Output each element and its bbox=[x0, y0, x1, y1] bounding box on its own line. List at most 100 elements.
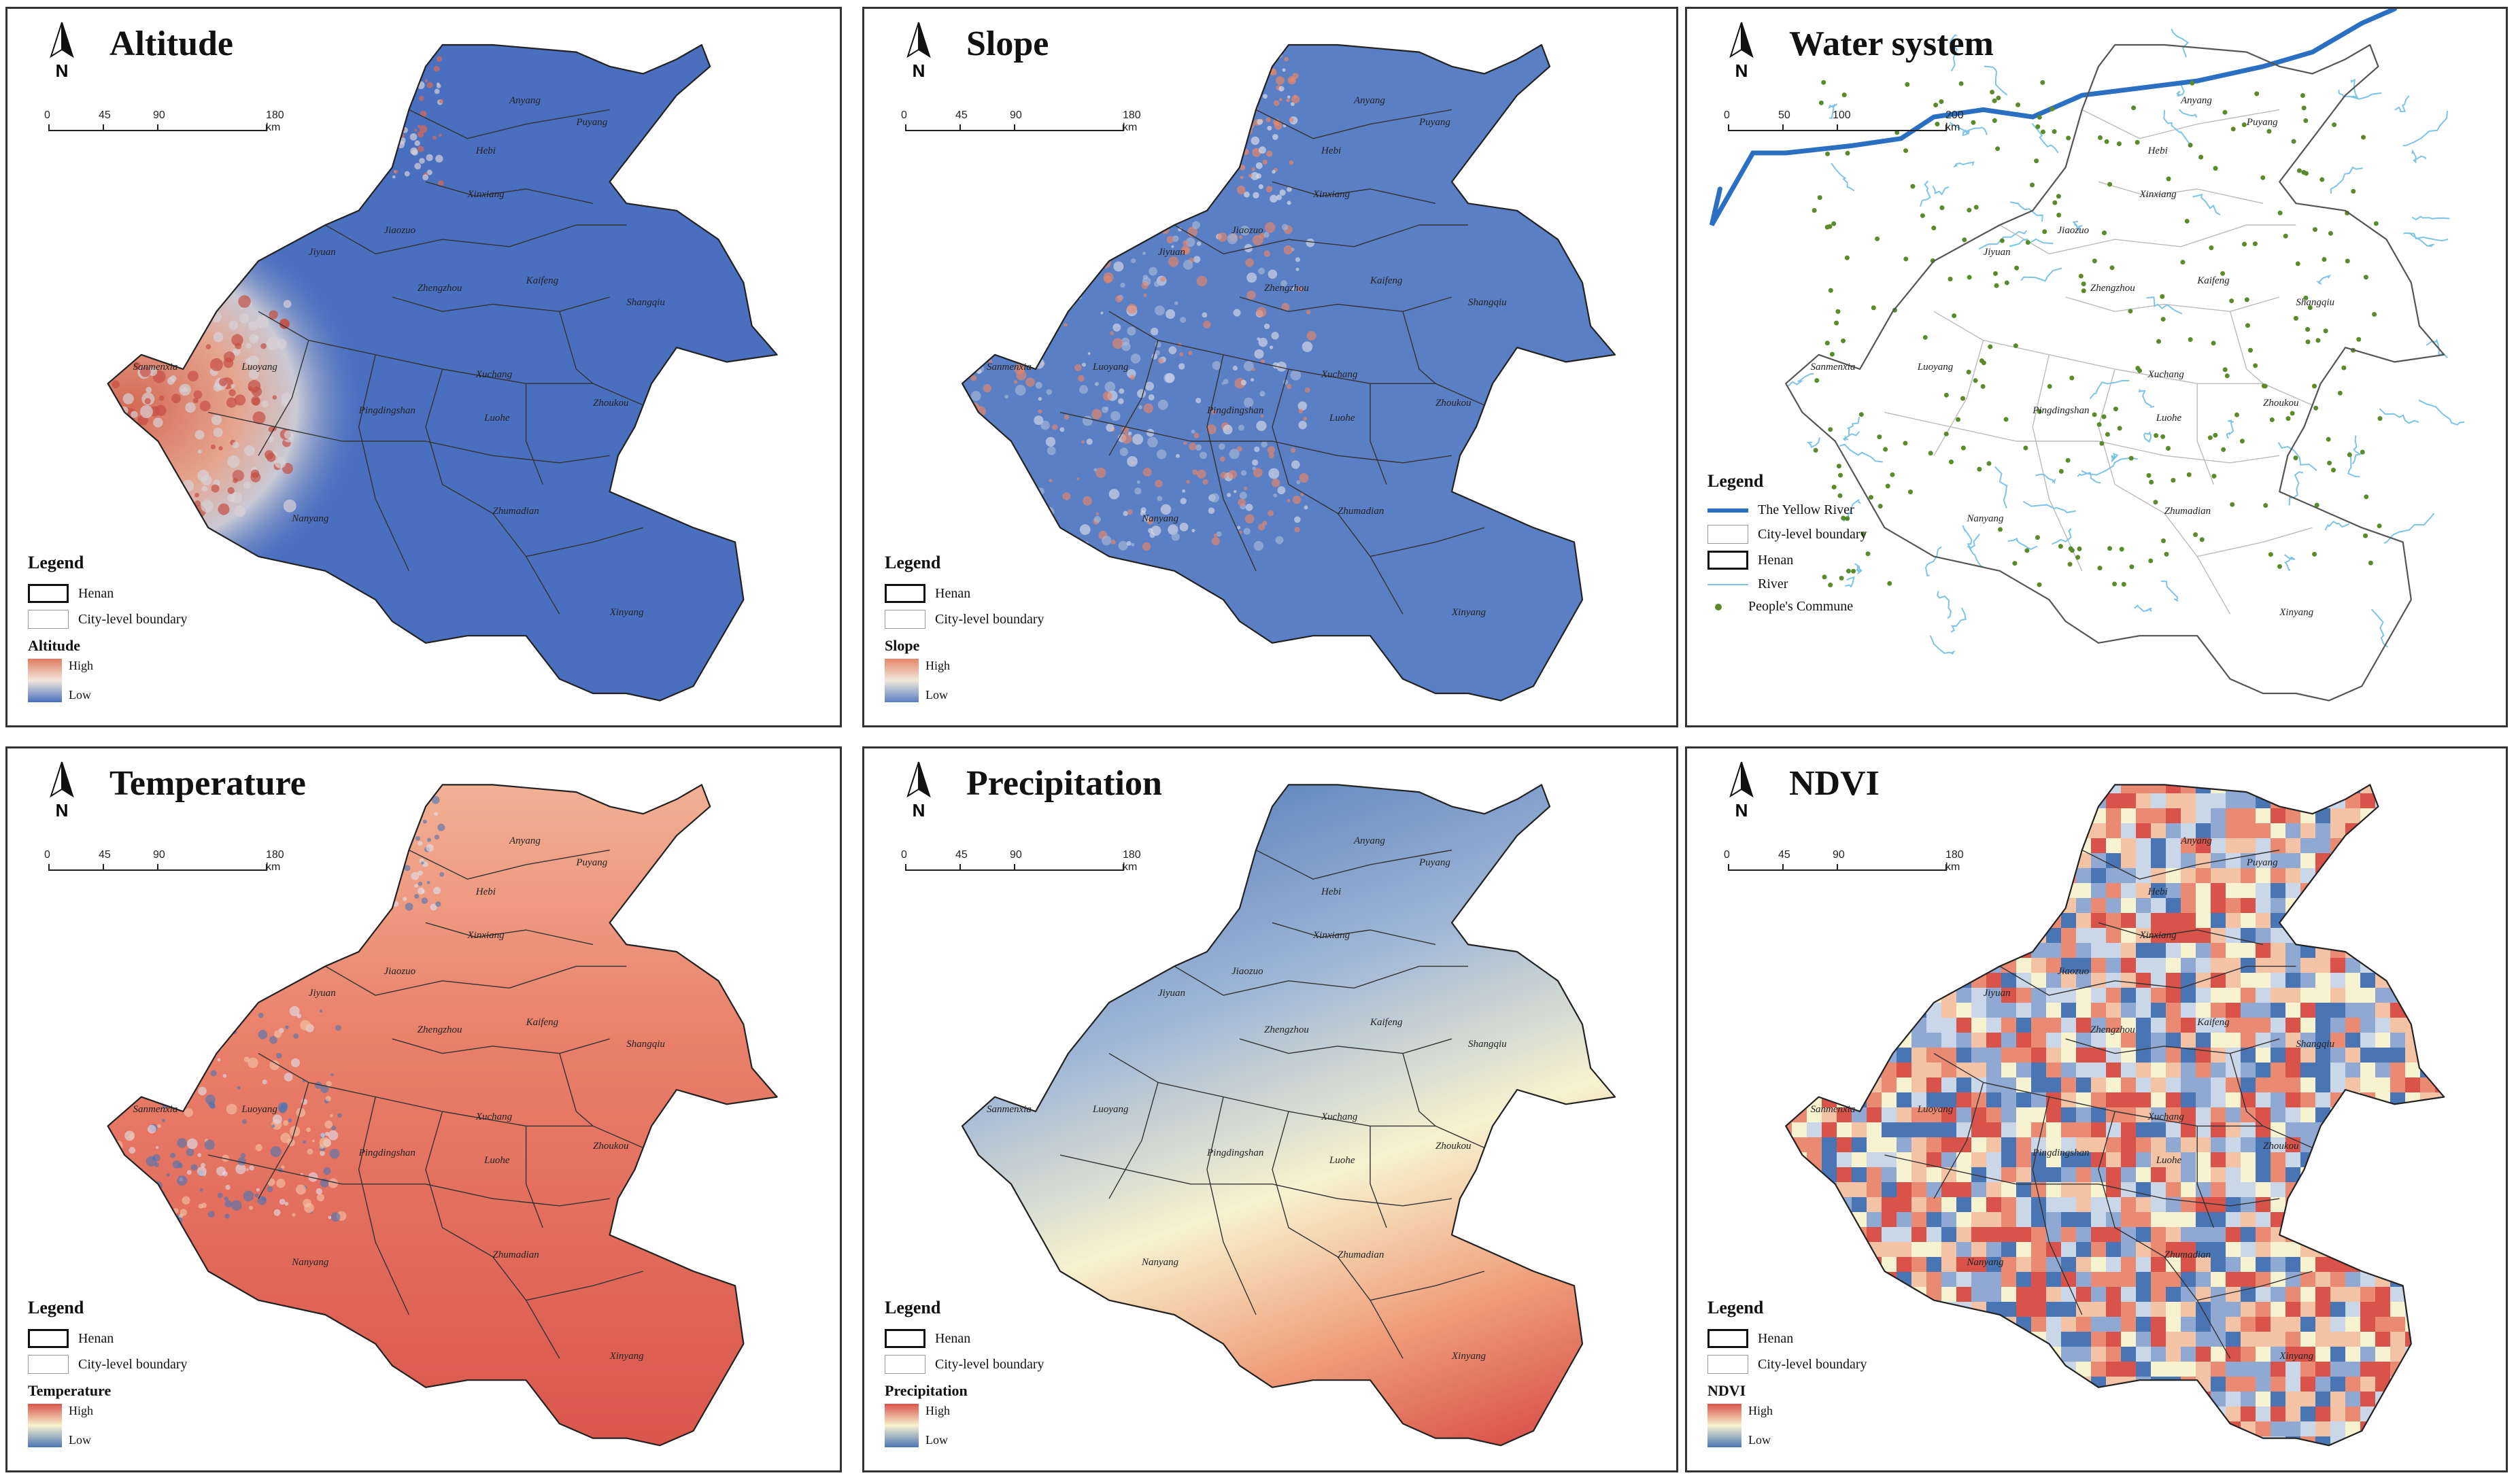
river bbox=[2009, 238, 2054, 247]
commune-dot bbox=[2184, 218, 2190, 224]
commune-dot bbox=[2113, 407, 2118, 412]
commune-dot bbox=[2315, 338, 2321, 343]
city-boundary bbox=[2197, 527, 2313, 557]
city-boundary bbox=[2196, 383, 2215, 485]
scale-label: 180 km bbox=[266, 849, 284, 873]
commune-dot bbox=[2035, 535, 2040, 540]
commune-dot bbox=[1920, 213, 1925, 218]
river bbox=[2192, 193, 2221, 215]
commune-dot bbox=[2213, 432, 2218, 438]
commune-dot bbox=[1903, 148, 1909, 154]
commune-dot bbox=[2207, 435, 2213, 441]
commune-dot bbox=[2024, 548, 2030, 553]
scale-label: 0 bbox=[901, 849, 907, 861]
river bbox=[2370, 608, 2389, 648]
city-boundary bbox=[1255, 849, 1452, 880]
commune-dot bbox=[2351, 188, 2356, 194]
commune-dot bbox=[2160, 294, 2165, 299]
commune-dot bbox=[2137, 368, 2143, 373]
city-boundary bbox=[325, 224, 627, 255]
river bbox=[1845, 576, 1855, 588]
legend-color-ramp: High Low bbox=[28, 659, 188, 702]
scale-label: 45 bbox=[1778, 849, 1790, 861]
city-label-xinxiang: Xinxiang bbox=[1313, 930, 1350, 941]
river bbox=[2277, 442, 2317, 471]
commune-dot bbox=[2307, 305, 2313, 311]
legend-city-boundary: City-level boundary bbox=[1707, 525, 1867, 544]
river bbox=[1788, 373, 1814, 387]
svg-text:N: N bbox=[1735, 61, 1748, 81]
commune-dot bbox=[2241, 122, 2247, 128]
city-boundary bbox=[526, 1271, 643, 1301]
river bbox=[2330, 166, 2363, 194]
city-label-xuchang: Xuchang bbox=[1321, 1111, 1358, 1122]
city-boundary bbox=[1206, 1097, 1257, 1315]
scale-bar: 0 45 90 180 km bbox=[901, 109, 1141, 150]
scale-label: 45 bbox=[99, 849, 111, 861]
river bbox=[2288, 471, 2304, 506]
river bbox=[1843, 498, 1861, 522]
commune-dot bbox=[2119, 547, 2124, 552]
commune-dot bbox=[2224, 373, 2230, 379]
city-boundary bbox=[425, 181, 594, 204]
commune-dot bbox=[1903, 256, 1909, 262]
commune-dot bbox=[1992, 98, 1997, 103]
city-label-xinxiang: Xinxiang bbox=[467, 189, 505, 200]
river bbox=[2402, 110, 2449, 147]
legend-title: Legend bbox=[28, 1298, 84, 1317]
city-boundary bbox=[1272, 922, 1436, 946]
river bbox=[1978, 230, 2028, 250]
commune-dot bbox=[1868, 495, 1873, 500]
commune-dot bbox=[2121, 581, 2126, 587]
city-label-anyang: Anyang bbox=[509, 95, 541, 107]
commune-dot bbox=[2129, 564, 2135, 570]
legend-henan: Henan bbox=[885, 584, 1044, 603]
commune-dot bbox=[2081, 288, 2086, 294]
commune-dot bbox=[1993, 271, 1999, 276]
commune-dot bbox=[2166, 446, 2171, 451]
city-boundary bbox=[1108, 340, 1159, 456]
city-label-zhoukou: Zhoukou bbox=[1435, 1140, 1472, 1152]
commune-dot bbox=[1877, 504, 1883, 509]
river bbox=[1806, 437, 1820, 449]
city-label-pingdingshan: Pingdingshan bbox=[358, 1147, 415, 1159]
city-label-zhumadian: Zhumadian bbox=[2164, 506, 2211, 517]
commune-dot bbox=[2363, 275, 2368, 280]
commune-dot bbox=[2104, 139, 2109, 144]
city-label-xuchang: Xuchang bbox=[475, 1111, 513, 1122]
commune-dot bbox=[2305, 327, 2311, 332]
city-label-luoyang: Luoyang bbox=[241, 1104, 277, 1116]
commune-dot bbox=[1845, 516, 1850, 521]
scale-label: 50 bbox=[1778, 109, 1790, 121]
city-label-xuchang: Xuchang bbox=[2147, 1111, 2184, 1122]
temperature-map bbox=[107, 784, 778, 1447]
city-boundary bbox=[1255, 109, 1452, 139]
city-boundary bbox=[559, 1053, 594, 1126]
scale-label: 0 bbox=[901, 109, 907, 121]
city-label-xinyang: Xinyang bbox=[1452, 606, 1486, 618]
commune-dot bbox=[2161, 538, 2166, 544]
city-label-anyang: Anyang bbox=[2181, 95, 2212, 107]
north-arrow-icon: N bbox=[50, 761, 74, 821]
commune-dot bbox=[1858, 412, 1864, 417]
city-label-nanyang: Nanyang bbox=[1967, 513, 2004, 524]
river bbox=[2394, 95, 2410, 113]
commune-dot bbox=[2042, 229, 2047, 235]
commune-dot bbox=[1894, 130, 1900, 135]
river bbox=[2007, 538, 2038, 551]
city-boundary bbox=[1933, 340, 1984, 456]
river bbox=[2143, 431, 2152, 443]
city-label-puyang: Puyang bbox=[1419, 117, 1450, 128]
river bbox=[2020, 267, 2062, 282]
commune-dot bbox=[2098, 135, 2103, 141]
commune-dot bbox=[1958, 81, 1964, 86]
commune-dot bbox=[1979, 358, 1984, 364]
river bbox=[1984, 65, 2008, 96]
city-label-jiyuan: Jiyuan bbox=[1983, 988, 2011, 999]
commune-dot bbox=[2345, 258, 2350, 264]
svg-text:N: N bbox=[56, 61, 69, 81]
commune-dot bbox=[2211, 473, 2217, 479]
commune-dot bbox=[2301, 105, 2307, 111]
city-label-puyang: Puyang bbox=[2246, 857, 2278, 869]
city-label-kaifeng: Kaifeng bbox=[1370, 1017, 1403, 1029]
